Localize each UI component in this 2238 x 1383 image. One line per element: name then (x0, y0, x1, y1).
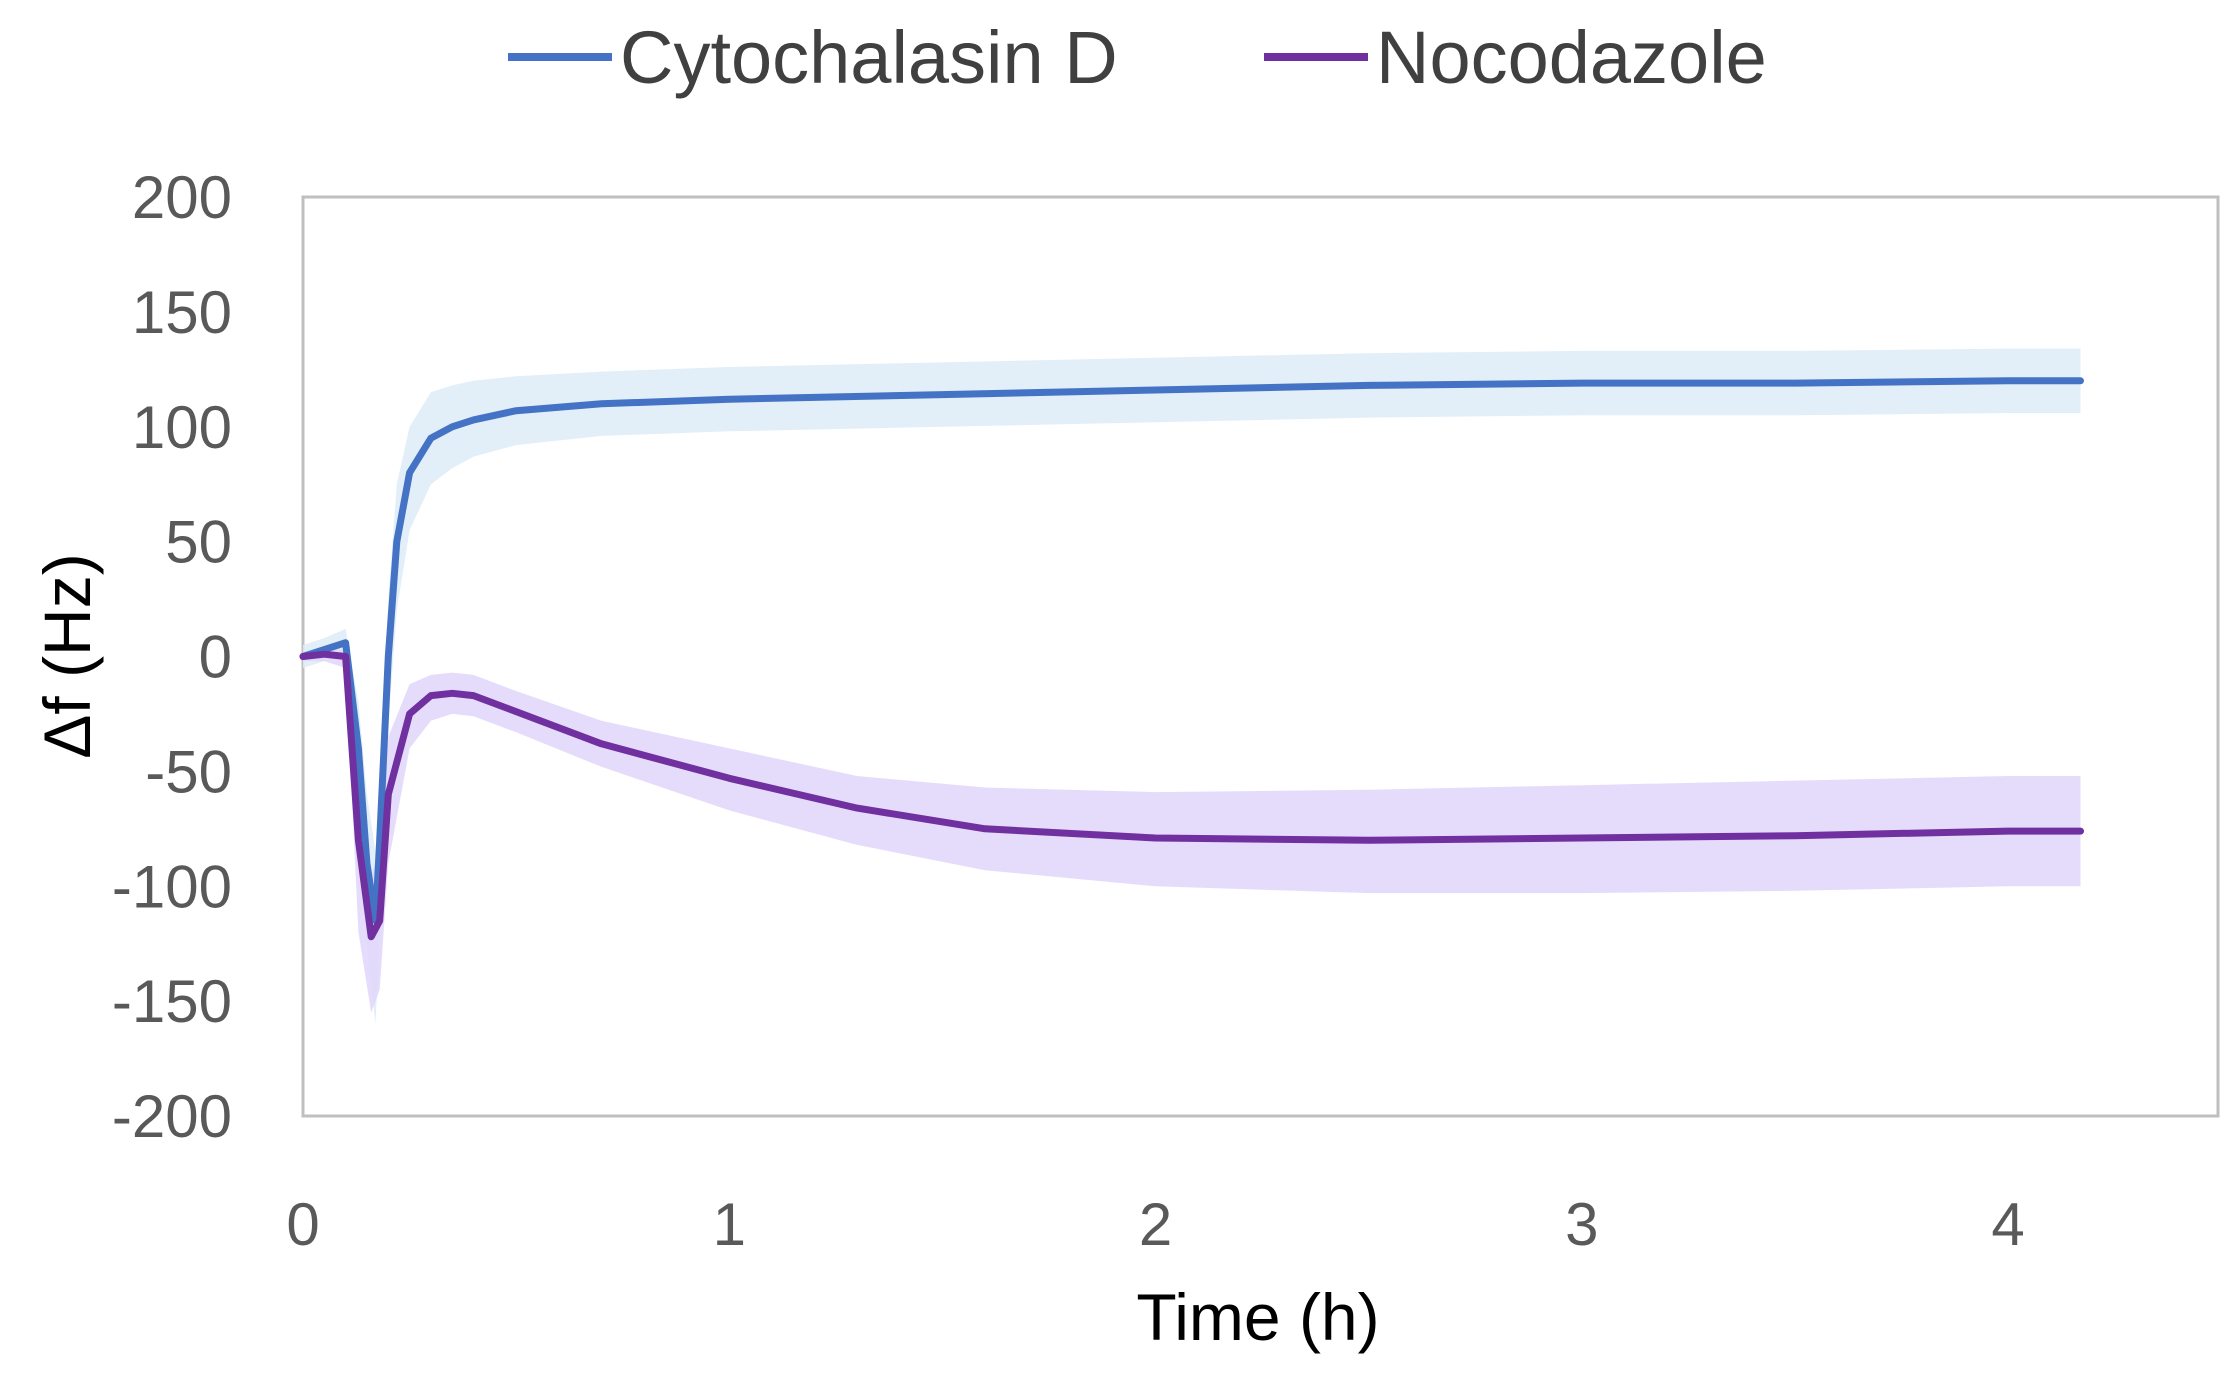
legend: Cytochalasin D Nocodazole (508, 16, 1767, 99)
y-tick-label: -200 (112, 1083, 232, 1150)
y-tick-label: 150 (132, 279, 232, 346)
series-line-nocodazole (299, 650, 2084, 941)
y-tick-label: -150 (112, 968, 232, 1035)
y-tick-label: -50 (145, 738, 232, 805)
x-tick-label: 1 (713, 1191, 746, 1258)
series-line-cytochalasin-d (299, 377, 2084, 925)
x-axis-title: Time (h) (1136, 1280, 1379, 1354)
y-tick-label: 100 (132, 394, 232, 461)
x-tick-label: 2 (1139, 1191, 1172, 1258)
band-nocodazole (303, 649, 2081, 1013)
x-axis-ticks: 0 1 2 3 4 (286, 1191, 2024, 1258)
series-lines (299, 377, 2084, 941)
legend-label-nocodazole: Nocodazole (1376, 16, 1767, 99)
legend-label-cytochalasin-d: Cytochalasin D (620, 16, 1118, 99)
y-tick-label: 50 (165, 509, 232, 576)
plot-area (301, 195, 2220, 1118)
x-tick-label: 0 (286, 1191, 319, 1258)
y-tick-label: 0 (199, 624, 232, 691)
y-axis-title: Δf (Hz) (30, 553, 104, 758)
x-tick-label: 3 (1565, 1191, 1598, 1258)
y-tick-label: -100 (112, 853, 232, 920)
x-tick-label: 4 (1991, 1191, 2024, 1258)
y-axis-ticks: 200 150 100 50 0 -50 -100 -150 -200 (112, 164, 232, 1150)
y-tick-label: 200 (132, 164, 232, 231)
